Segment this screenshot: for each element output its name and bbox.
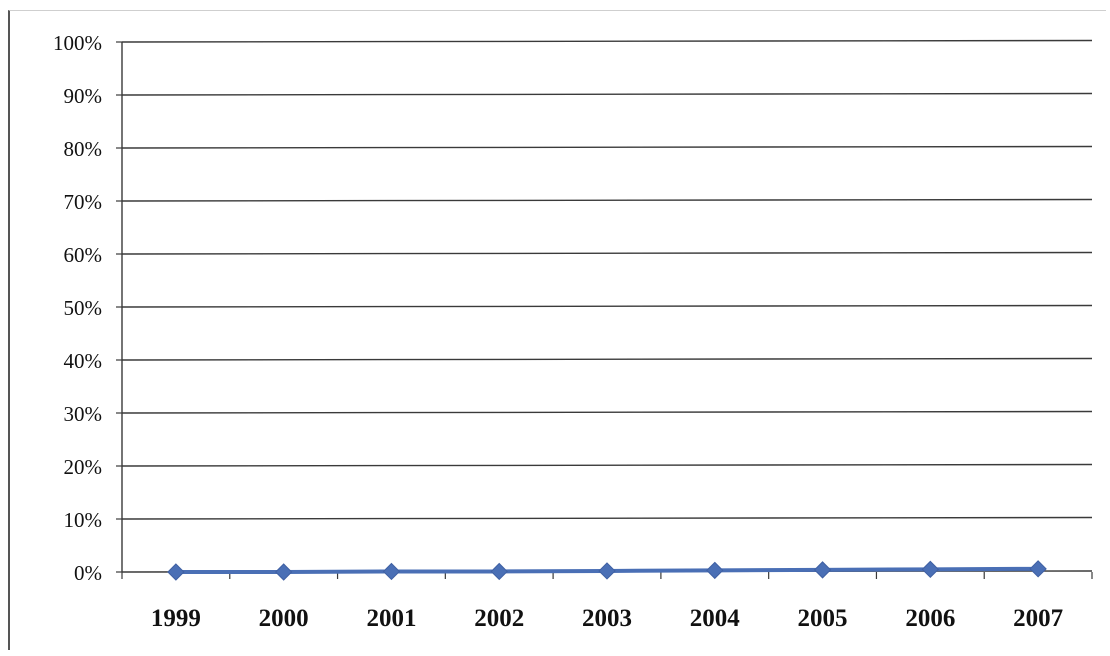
data-point-2006 [921, 560, 940, 579]
gridline-50 [121, 304, 1093, 308]
gridline-90 [121, 92, 1093, 96]
y-tick-label-40: 40% [64, 349, 103, 373]
y-tick-label-50: 50% [64, 296, 103, 320]
gridline-30 [121, 410, 1093, 414]
y-tick-labels: 0% 10% 20% 30% 40% 50% 60% 70% 80% 90% 100% [53, 31, 102, 585]
x-tick-label-2002: 2002 [474, 605, 524, 632]
x-tick-label-2003: 2003 [582, 605, 632, 632]
y-tick-label-30: 30% [64, 402, 103, 426]
data-point-2005 [813, 561, 832, 579]
axes [116, 41, 1093, 579]
data-point-2001 [382, 562, 401, 581]
y-tick-label-10: 10% [64, 508, 103, 532]
y-tick-label-0: 0% [74, 561, 102, 585]
x-tick-label-2007: 2007 [1013, 605, 1063, 632]
x-tick-label-2006: 2006 [905, 605, 955, 632]
data-point-1999 [167, 563, 185, 581]
series [167, 560, 1047, 581]
data-point-2004 [706, 561, 724, 580]
x-tick-label-2005: 2005 [798, 605, 848, 632]
y-tick-label-60: 60% [64, 243, 103, 267]
x-tick-labels: 1999 2000 2001 2002 2003 2004 2005 2006 2007 [151, 605, 1063, 632]
gridline-100 [121, 39, 1093, 43]
y-tick-label-100: 100% [53, 31, 102, 55]
y-tick-label-20: 20% [64, 455, 103, 479]
x-tick-label-2004: 2004 [690, 605, 741, 632]
data-point-2003 [598, 562, 616, 580]
y-tick-label-80: 80% [64, 137, 103, 161]
chart-frame [8, 10, 1106, 650]
gridline-80 [121, 145, 1093, 149]
data-point-2007 [1029, 560, 1047, 578]
gridline-40 [121, 357, 1093, 361]
gridline-20 [121, 463, 1093, 467]
gridline-10 [121, 516, 1093, 520]
y-tick-label-90: 90% [64, 84, 103, 108]
data-point-2000 [274, 563, 293, 581]
y-tick-label-70: 70% [64, 190, 103, 214]
x-tick-label-2000: 2000 [259, 605, 309, 632]
gridlines [121, 39, 1093, 520]
gridline-60 [121, 251, 1093, 255]
data-point-2002 [490, 562, 508, 581]
x-tick-label-1999: 1999 [151, 605, 201, 632]
gridline-70 [121, 198, 1093, 202]
x-tick-label-2001: 2001 [366, 605, 416, 632]
